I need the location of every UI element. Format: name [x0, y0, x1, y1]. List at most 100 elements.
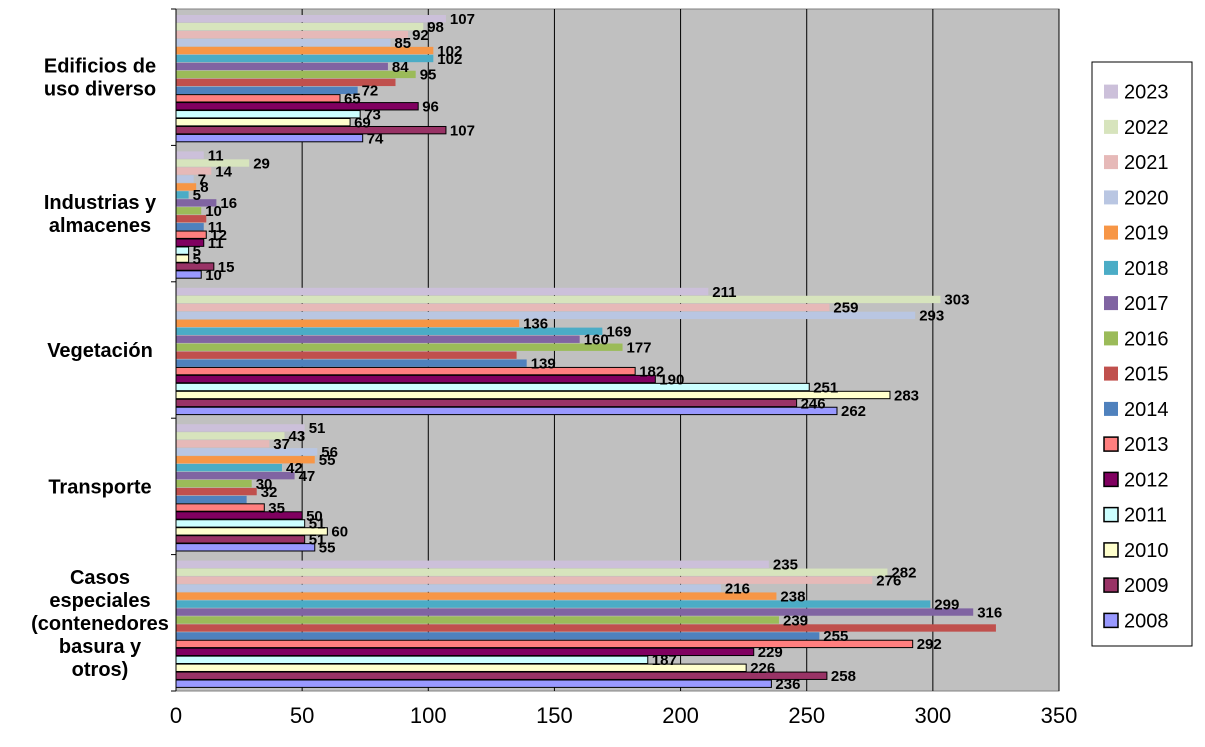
- bar-0-2014: [176, 86, 358, 95]
- bar-3-2014: [176, 495, 247, 504]
- legend-swatch-2008: [1103, 612, 1119, 629]
- legend-label-2012: 2012: [1124, 469, 1169, 491]
- bar-0-2021: [176, 30, 409, 39]
- bar-2-2009: [175, 398, 798, 408]
- bar-2-2015: [176, 351, 517, 359]
- data-label-4-2014: 255: [823, 628, 848, 645]
- category-label-1-0: Industrias y: [44, 192, 157, 214]
- legend-label-2008: 2008: [1124, 610, 1169, 632]
- bar-0-2010: [175, 118, 351, 127]
- bar-1-2016: [176, 207, 202, 215]
- data-label-4-2009: 258: [831, 668, 856, 685]
- data-label-2-2017: 160: [584, 332, 609, 349]
- data-label-0-2022: 98: [427, 19, 444, 36]
- bar-4-2011: [175, 655, 649, 665]
- bar-1-2021: [176, 167, 212, 175]
- data-label-2-2008: 262: [841, 403, 866, 420]
- data-label-4-2012: 229: [758, 644, 783, 661]
- category-label-4-4: otros): [72, 659, 129, 681]
- category-label-0-0: Edificios de: [44, 56, 156, 78]
- data-label-4-2019: 238: [780, 588, 805, 605]
- x-tick-label-200: 200: [662, 703, 699, 728]
- bar-4-2008: [175, 679, 772, 688]
- bar-4-2020: [176, 584, 721, 592]
- x-tick-label-350: 350: [1041, 703, 1078, 728]
- data-label-1-2010: 5: [193, 251, 201, 268]
- legend-swatch-2015: [1104, 366, 1118, 381]
- bar-2-2013: [175, 366, 636, 376]
- data-label-2-2022: 303: [944, 292, 969, 309]
- bar-0-2023: [176, 15, 446, 23]
- data-label-1-2022: 29: [253, 155, 270, 172]
- data-label-2-2018: 169: [606, 324, 631, 341]
- bar-1-2015: [176, 215, 207, 223]
- bar-1-2008: [175, 270, 202, 279]
- data-label-0-2018: 102: [437, 51, 462, 68]
- legend-label-2022: 2022: [1124, 117, 1169, 139]
- bar-0-2017: [176, 62, 388, 71]
- bar-1-2010: [175, 254, 190, 263]
- legend-swatch-2023: [1104, 84, 1118, 99]
- bar-4-2016: [176, 616, 779, 624]
- bar-2-2020: [176, 311, 916, 320]
- bar-2-2014: [176, 359, 527, 367]
- bar-3-2008: [175, 543, 316, 552]
- category-label-0-1: uso diverso: [44, 79, 156, 101]
- data-label-0-2020: 85: [394, 35, 411, 52]
- bar-0-2008: [175, 133, 364, 143]
- x-tick-label-100: 100: [410, 703, 447, 728]
- x-tick-label-300: 300: [914, 703, 951, 728]
- bar-3-2015: [176, 487, 257, 496]
- data-label-2-2013: 182: [639, 363, 664, 380]
- category-label-3-0: Transporte: [48, 476, 151, 498]
- legend-swatch-2020: [1104, 190, 1118, 205]
- data-label-3-2017: 47: [299, 468, 316, 485]
- bar-3-2011: [175, 519, 306, 528]
- data-label-1-2009: 15: [218, 259, 235, 276]
- legend-swatch-2013: [1103, 436, 1119, 452]
- bar-2-2023: [176, 287, 709, 296]
- bar-4-2013: [175, 639, 914, 649]
- bar-1-2013: [175, 230, 207, 239]
- bar-4-2017: [176, 608, 974, 616]
- bar-0-2009: [175, 125, 447, 135]
- data-label-4-2013: 292: [917, 636, 942, 653]
- data-label-3-2013: 35: [268, 500, 285, 517]
- data-label-1-2011: 5: [193, 243, 201, 260]
- bar-3-2016: [176, 479, 252, 488]
- bar-2-2022: [176, 295, 941, 304]
- data-label-2-2012: 190: [659, 371, 684, 388]
- bar-2-2012: [175, 374, 656, 384]
- legend-swatch-2012: [1103, 471, 1119, 488]
- data-label-4-2020: 216: [725, 581, 750, 598]
- category-label-4-1: especiales: [49, 590, 150, 612]
- bar-2-2010: [175, 390, 891, 400]
- bar-2-2019: [176, 319, 520, 328]
- bar-4-2019: [176, 592, 777, 600]
- data-label-2-2019: 136: [523, 316, 548, 333]
- legend-swatch-2019: [1104, 225, 1118, 240]
- data-label-2-2021: 259: [833, 300, 858, 317]
- bar-0-2012: [175, 102, 419, 111]
- category-label-2-0: Vegetación: [47, 340, 153, 362]
- bar-1-2014: [176, 223, 204, 231]
- bar-4-2009: [175, 671, 828, 680]
- data-label-4-2018: 299: [934, 596, 959, 613]
- bar-3-2023: [176, 424, 305, 432]
- bar-0-2015: [176, 78, 396, 87]
- bar-4-2014: [176, 632, 820, 640]
- data-label-3-2022: 43: [289, 428, 306, 445]
- data-label-1-2017: 16: [220, 195, 237, 212]
- category-label-4-0: Casos: [70, 567, 130, 589]
- legend-swatch-2010: [1103, 542, 1119, 558]
- legend-label-2018: 2018: [1124, 258, 1169, 280]
- x-tick-label-250: 250: [788, 703, 825, 728]
- data-label-4-2017: 316: [977, 604, 1002, 621]
- data-label-3-2019: 55: [319, 452, 336, 469]
- data-label-4-2022: 282: [891, 565, 916, 582]
- data-label-4-2010: 226: [750, 660, 775, 677]
- data-label-1-2023: 11: [208, 147, 224, 164]
- legend-label-2009: 2009: [1124, 575, 1169, 597]
- data-label-1-2019: 8: [200, 179, 208, 196]
